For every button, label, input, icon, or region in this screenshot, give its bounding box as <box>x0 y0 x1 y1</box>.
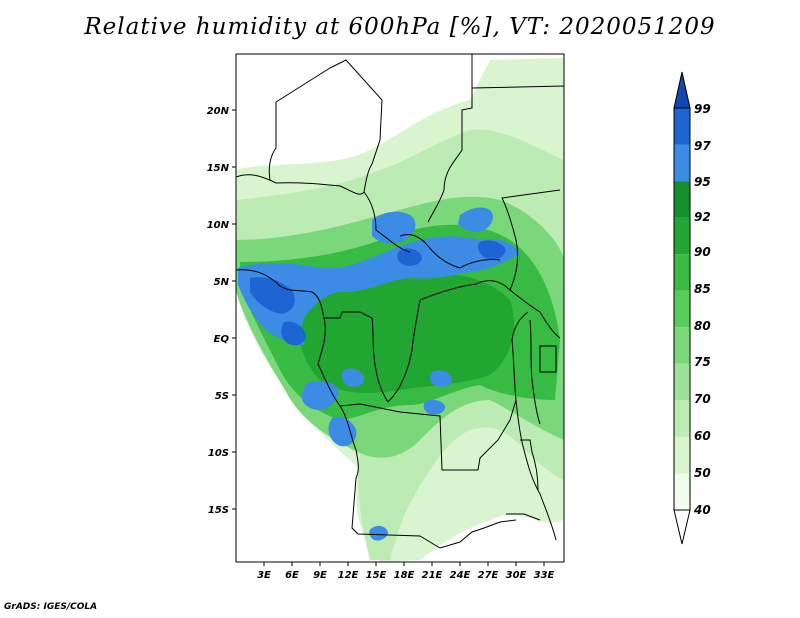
colorbar-segment <box>674 436 690 474</box>
colorbar-segment <box>674 363 690 401</box>
lat-tick-label: 5S <box>215 391 229 402</box>
colorbar-segment <box>674 254 690 291</box>
colorbar-segment <box>674 327 690 364</box>
colorbar-label: 60 <box>694 429 711 443</box>
lon-tick-label: 33E <box>534 570 555 581</box>
colorbar-segment <box>674 473 690 510</box>
colorbar-label: 92 <box>694 210 711 224</box>
colorbar-segment <box>674 290 690 328</box>
lon-tick-label: 3E <box>257 570 271 581</box>
lon-tick-label: 27E <box>478 570 499 581</box>
lon-tick-label: 12E <box>338 570 359 581</box>
lat-tick-labels: 20N 15N 10N 5N EQ 5S 10S 15S <box>207 106 230 516</box>
lon-tick-label: 15E <box>366 570 387 581</box>
colorbar-label: 40 <box>693 503 711 517</box>
lat-tick-label: 20N <box>207 106 230 117</box>
lon-tick-label: 6E <box>285 570 299 581</box>
colorbar-outline <box>673 107 691 511</box>
colorbar-segment <box>674 400 690 437</box>
colorbar-segment <box>674 108 690 145</box>
lon-tick-label: 9E <box>313 570 327 581</box>
colorbar-high-arrow <box>673 71 691 109</box>
lat-tick-label: EQ <box>214 334 230 345</box>
colorbar-segment <box>674 181 690 218</box>
colorbar-label: 99 <box>694 102 711 116</box>
colorbar-label: 90 <box>694 245 711 259</box>
colorbar <box>673 71 691 545</box>
lat-axis <box>232 109 236 510</box>
colorbar-segment <box>674 144 690 182</box>
colorbar-segment <box>674 217 690 255</box>
grads-credit: GrADS: IGES/COLA <box>4 602 98 612</box>
colorbar-label: 97 <box>694 139 711 153</box>
lon-tick-label: 24E <box>450 570 471 581</box>
colorbar-label: 75 <box>694 355 711 369</box>
lat-tick-label: 15N <box>207 163 230 174</box>
humidity-field <box>236 54 564 562</box>
map-frame <box>235 53 565 563</box>
colorbar-labels: 40 50 60 70 75 80 85 90 92 95 97 99 <box>693 102 711 517</box>
lat-tick-label: 15S <box>208 505 229 516</box>
lat-tick-label: 10N <box>207 220 230 231</box>
colorbar-label: 50 <box>694 466 711 480</box>
colorbar-low-arrow <box>673 509 691 545</box>
colorbar-label: 85 <box>694 282 711 296</box>
lat-tick-label: 5N <box>214 277 230 288</box>
colorbar-label: 70 <box>694 392 711 406</box>
lon-tick-labels: 3E 6E 9E 12E 15E 18E 21E 24E 27E 30E 33E <box>257 570 554 581</box>
colorbar-label: 95 <box>694 175 711 189</box>
lon-tick-label: 21E <box>422 570 443 581</box>
lon-tick-label: 18E <box>394 570 415 581</box>
lon-tick-label: 30E <box>506 570 527 581</box>
lat-tick-label: 10S <box>208 448 229 459</box>
colorbar-label: 80 <box>694 319 711 333</box>
map-title: Relative humidity at 600hPa [%], VT: 202… <box>84 14 716 40</box>
lon-axis <box>263 562 545 566</box>
